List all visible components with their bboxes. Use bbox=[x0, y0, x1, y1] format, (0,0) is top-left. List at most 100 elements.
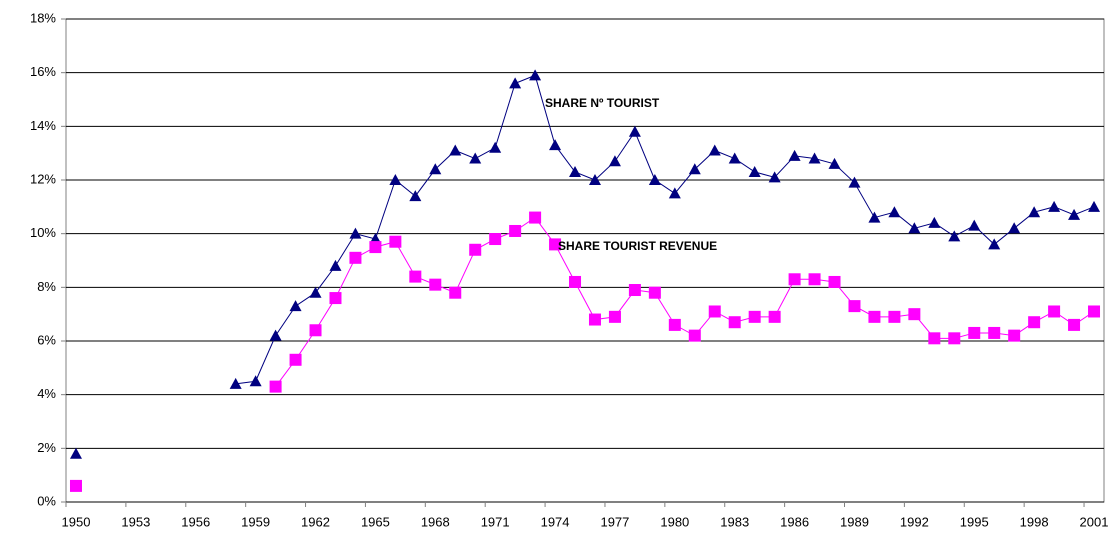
triangle-marker bbox=[389, 174, 402, 185]
y-tick-label: 8% bbox=[37, 279, 56, 294]
triangle-marker bbox=[249, 375, 262, 387]
square-marker bbox=[389, 235, 402, 248]
y-tick-label: 10% bbox=[30, 225, 56, 240]
x-tick-label: 1971 bbox=[481, 514, 510, 529]
square-marker bbox=[848, 300, 861, 313]
square-marker bbox=[828, 275, 841, 288]
square-marker bbox=[808, 273, 821, 286]
x-tick-label: 1977 bbox=[600, 514, 629, 529]
triangle-marker bbox=[808, 152, 821, 164]
x-tick-label: 1950 bbox=[62, 514, 91, 529]
triangle-marker bbox=[588, 174, 601, 185]
triangle-marker bbox=[1008, 222, 1021, 234]
y-tick-label: 0% bbox=[37, 493, 56, 508]
plot-frame bbox=[65, 18, 1105, 503]
square-marker bbox=[888, 310, 901, 323]
square-marker bbox=[688, 329, 701, 342]
x-tick-label: 1956 bbox=[181, 514, 210, 529]
square-marker bbox=[768, 310, 781, 323]
x-tick-label: 1965 bbox=[361, 514, 390, 529]
triangle-marker bbox=[309, 286, 322, 298]
x-tick-label: 1980 bbox=[660, 514, 689, 529]
square-marker bbox=[1028, 316, 1041, 329]
square-marker bbox=[1068, 318, 1081, 331]
x-tick-label: 1992 bbox=[900, 514, 929, 529]
square-marker bbox=[788, 273, 801, 286]
x-tick-label: 1968 bbox=[421, 514, 450, 529]
square-marker bbox=[948, 332, 961, 345]
triangle-marker bbox=[529, 69, 542, 81]
triangle-marker bbox=[569, 165, 582, 177]
series-line bbox=[235, 74, 1095, 385]
x-tick-label: 1989 bbox=[840, 514, 869, 529]
triangle-marker bbox=[748, 165, 761, 177]
y-tick-label: 2% bbox=[37, 440, 56, 455]
y-tick-label: 4% bbox=[37, 386, 56, 401]
x-tick-label: 1995 bbox=[960, 514, 989, 529]
x-tick-label: 1983 bbox=[720, 514, 749, 529]
y-tick-label: 12% bbox=[30, 171, 56, 186]
triangle-marker bbox=[549, 139, 562, 151]
triangle-marker bbox=[1028, 206, 1041, 218]
x-tick-label: 1959 bbox=[241, 514, 270, 529]
triangle-marker bbox=[1068, 208, 1081, 220]
square-marker bbox=[668, 318, 681, 331]
square-marker bbox=[529, 211, 542, 224]
square-marker bbox=[409, 270, 422, 283]
y-tick-label: 6% bbox=[37, 332, 56, 347]
square-marker bbox=[369, 241, 382, 254]
square-marker bbox=[349, 251, 362, 264]
square-marker bbox=[988, 326, 1001, 339]
square-marker bbox=[449, 286, 462, 299]
square-marker bbox=[588, 313, 601, 326]
triangle-marker bbox=[668, 187, 681, 199]
triangle-marker bbox=[908, 222, 921, 234]
triangle-marker bbox=[429, 163, 442, 175]
triangle-marker bbox=[349, 227, 362, 239]
square-marker bbox=[628, 284, 641, 297]
square-marker bbox=[329, 292, 342, 305]
triangle-marker bbox=[628, 125, 641, 137]
square-marker bbox=[489, 233, 502, 246]
triangle-marker bbox=[848, 176, 861, 188]
triangle-marker bbox=[409, 190, 422, 202]
square-marker bbox=[429, 278, 442, 291]
triangle-marker bbox=[648, 174, 661, 185]
square-marker bbox=[1088, 305, 1101, 318]
triangle-marker bbox=[968, 219, 981, 231]
square-marker bbox=[289, 353, 302, 366]
square-marker bbox=[1048, 305, 1061, 318]
triangle-marker bbox=[269, 329, 282, 341]
x-tick-label: 2001 bbox=[1080, 514, 1109, 529]
triangle-marker bbox=[948, 230, 961, 242]
triangle-marker bbox=[828, 157, 841, 169]
x-tick-label: 1974 bbox=[541, 514, 570, 529]
triangle-marker bbox=[988, 238, 1001, 250]
square-marker bbox=[908, 308, 921, 321]
square-marker bbox=[708, 305, 721, 318]
square-marker bbox=[748, 310, 761, 323]
y-tick-label: 14% bbox=[30, 118, 56, 133]
x-tick-label: 1998 bbox=[1020, 514, 1049, 529]
series-label: SHARE Nº TOURIST bbox=[545, 96, 660, 110]
x-tick-label: 1962 bbox=[301, 514, 330, 529]
triangle-marker bbox=[728, 152, 741, 164]
y-tick-label: 18% bbox=[30, 10, 56, 25]
triangle-marker bbox=[69, 447, 82, 459]
square-marker bbox=[469, 243, 482, 256]
triangle-marker bbox=[708, 144, 721, 156]
square-marker bbox=[549, 238, 562, 251]
triangle-marker bbox=[329, 259, 342, 271]
square-marker bbox=[928, 332, 941, 345]
y-tick-label: 16% bbox=[30, 64, 56, 79]
triangle-marker bbox=[888, 206, 901, 218]
square-marker bbox=[509, 224, 522, 237]
triangle-marker bbox=[768, 171, 781, 183]
square-marker bbox=[608, 310, 621, 323]
square-marker bbox=[868, 310, 881, 323]
x-tick-label: 1953 bbox=[121, 514, 150, 529]
square-marker bbox=[309, 324, 322, 337]
triangle-marker bbox=[1088, 200, 1101, 212]
